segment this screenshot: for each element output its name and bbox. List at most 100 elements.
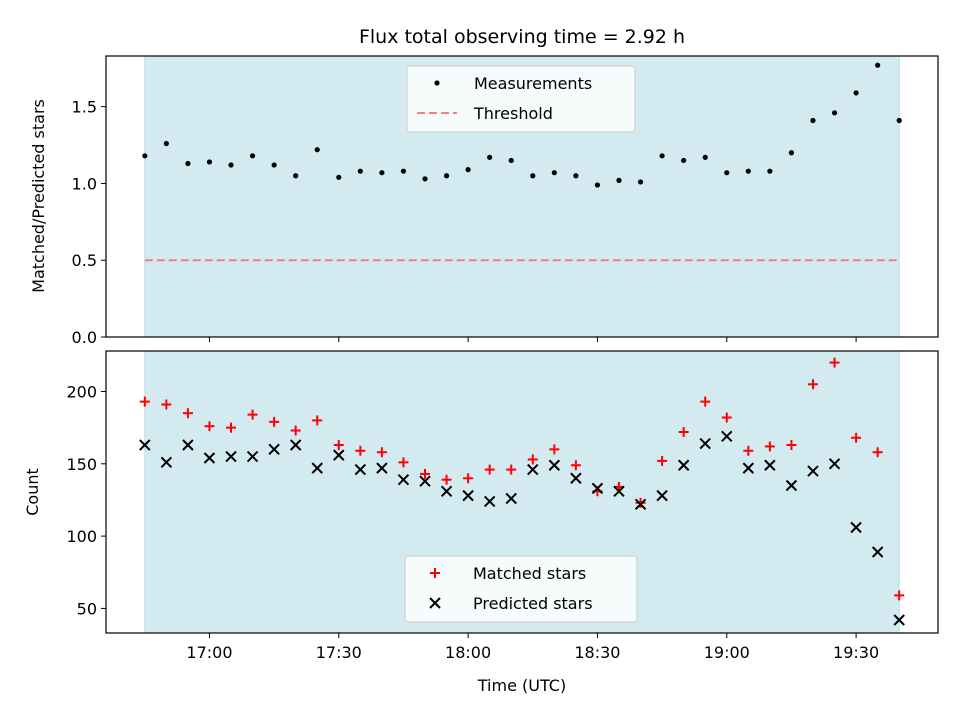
matched-star-point	[398, 457, 409, 468]
predicted-star-point	[721, 430, 733, 443]
measurement-point	[422, 176, 428, 182]
predicted-star-point	[871, 546, 884, 558]
legend-predicted-label: Predicted stars	[473, 594, 593, 613]
predicted-star-point	[634, 498, 647, 510]
x-axis-label: Time (UTC)	[477, 676, 566, 695]
measurement-point	[142, 153, 148, 159]
predicted-star-point	[268, 443, 280, 456]
predicted-star-point	[246, 450, 259, 463]
predicted-star-point	[828, 458, 841, 470]
time-x-tick-label: 17:00	[186, 643, 232, 662]
matched-star-point	[355, 445, 366, 456]
ratio-y-axis-label: Matched/Predicted stars	[29, 99, 48, 293]
ratio-y-tick-label: 1.0	[72, 174, 97, 193]
predicted-star-point	[311, 462, 323, 474]
measurement-point	[767, 168, 773, 174]
matched-star-point	[376, 447, 387, 458]
time-x-tick-label: 18:30	[574, 643, 620, 662]
count-y-tick-label: 100	[66, 527, 97, 546]
legend-matched-label: Matched stars	[473, 564, 586, 583]
measurement-point	[443, 173, 450, 179]
matched-star-point	[829, 357, 840, 368]
measurement-point	[875, 62, 881, 68]
predicted-star-point	[807, 465, 819, 477]
measurement-point	[831, 110, 838, 116]
predicted-star-point	[893, 614, 905, 626]
measurement-point	[745, 168, 751, 174]
measurement-point	[702, 154, 708, 160]
time-x-tick-label: 19:00	[704, 643, 750, 662]
measurement-point	[810, 117, 816, 124]
predicted-star-point	[505, 492, 517, 505]
predicted-star-point	[440, 485, 453, 497]
matched-star-point	[182, 408, 193, 419]
measurement-point	[293, 173, 299, 179]
matched-star-point	[506, 464, 517, 475]
legend-measurements-label: Measurements	[474, 74, 592, 93]
measurement-point	[228, 162, 234, 168]
measurement-point	[185, 160, 191, 167]
predicted-star-point	[182, 439, 194, 451]
matched-star-point	[527, 454, 538, 465]
predicted-star-point	[139, 439, 151, 451]
legend-threshold-label: Threshold	[473, 104, 553, 123]
measurement-point	[788, 150, 795, 156]
matched-star-point	[226, 422, 237, 433]
matched-star-point	[247, 409, 258, 420]
measurement-point	[724, 170, 730, 176]
measurement-point	[379, 170, 385, 176]
measurement-point	[896, 117, 902, 124]
count-legend-box	[404, 555, 638, 623]
count-panel: 50 100 150 200 17:00 17:30 18:00 18:30 19:00 19:…	[23, 350, 939, 695]
matched-star-point	[700, 396, 711, 407]
measurement-point	[357, 168, 363, 174]
predicted-star-point	[203, 452, 216, 464]
measurement-point	[465, 167, 471, 173]
matched-star-point	[549, 444, 560, 455]
predicted-star-point	[225, 450, 237, 463]
count-panel-frame	[105, 350, 939, 634]
predicted-star-point	[289, 439, 302, 451]
count-legend: Matched stars Predicted stars	[404, 555, 638, 623]
predicted-star-point	[613, 485, 625, 497]
predicted-star-point	[160, 456, 173, 469]
predicted-star-point	[742, 462, 755, 474]
measurement-point	[594, 182, 601, 188]
matched-star-point	[290, 425, 301, 436]
matched-star-point	[333, 440, 344, 450]
measurement-point	[530, 173, 536, 179]
time-x-tick-label: 19:30	[833, 643, 879, 662]
predicted-star-point	[527, 463, 539, 476]
matched-star-point	[678, 426, 689, 437]
matched-star-point	[570, 460, 581, 471]
matched-star-point	[872, 447, 883, 458]
ratio-legend: Measurements Threshold	[406, 65, 636, 133]
matched-star-point	[635, 497, 646, 508]
measurement-point	[163, 140, 169, 147]
predicted-star-point	[850, 521, 862, 534]
matched-star-point	[312, 415, 323, 426]
measurement-point	[637, 179, 644, 185]
matched-star-point	[851, 432, 862, 443]
matched-star-point	[721, 412, 732, 423]
measurement-point	[508, 157, 514, 164]
matched-star-point	[484, 464, 495, 475]
matched-star-point	[894, 590, 905, 601]
predicted-star-point	[570, 472, 582, 484]
matched-star-point	[204, 421, 215, 432]
matched-star-point	[420, 468, 431, 479]
time-x-tick-label: 18:00	[445, 643, 491, 662]
measurement-point	[336, 174, 342, 180]
measurement-point	[249, 153, 256, 159]
predicted-star-point	[548, 459, 561, 471]
predicted-star-point	[397, 474, 410, 486]
measurement-point	[206, 159, 213, 165]
matched-star-point	[743, 445, 754, 456]
predicted-star-point	[333, 449, 345, 461]
measurement-point	[400, 168, 407, 174]
count-y-tick-label: 50	[77, 599, 97, 618]
predicted-star-point	[677, 459, 690, 471]
matched-star-point	[657, 455, 668, 466]
measurement-point	[616, 177, 622, 183]
